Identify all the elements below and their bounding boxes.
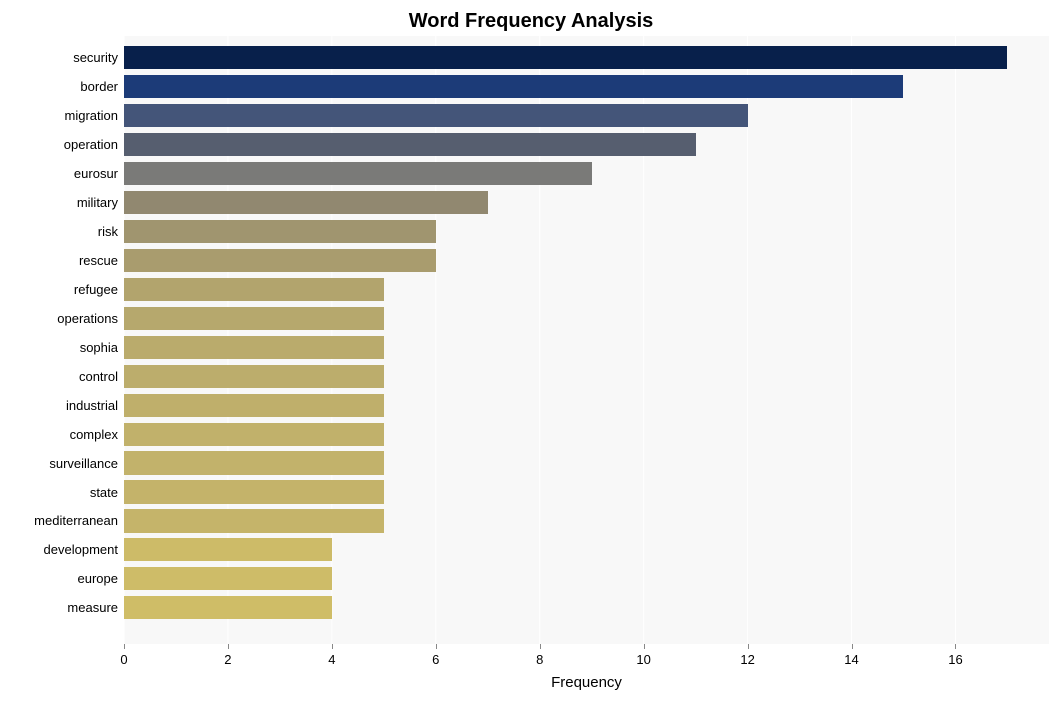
x-tick-mark bbox=[228, 644, 229, 649]
x-axis-title: Frequency bbox=[124, 674, 1049, 691]
y-tick-label: measure bbox=[67, 600, 118, 615]
x-tick-mark bbox=[124, 644, 125, 649]
y-tick-label: eurosur bbox=[74, 166, 118, 181]
y-tick-label: rescue bbox=[79, 253, 118, 268]
y-tick-label: border bbox=[80, 79, 118, 94]
y-tick-label: military bbox=[77, 195, 118, 210]
y-tick-label: mediterranean bbox=[34, 513, 118, 528]
bar bbox=[124, 249, 436, 272]
x-tick-mark bbox=[332, 644, 333, 649]
y-tick-label: migration bbox=[65, 108, 118, 123]
x-tick-mark bbox=[644, 644, 645, 649]
bar bbox=[124, 104, 748, 127]
x-tick-label: 16 bbox=[948, 652, 962, 667]
bar bbox=[124, 46, 1007, 69]
y-tick-label: risk bbox=[98, 224, 118, 239]
x-tick-label: 12 bbox=[740, 652, 754, 667]
bar bbox=[124, 509, 384, 532]
bar bbox=[124, 423, 384, 446]
bar bbox=[124, 567, 332, 590]
word-frequency-chart: Word Frequency Analysis security border mi… bbox=[0, 0, 1062, 701]
bar bbox=[124, 307, 384, 330]
bar bbox=[124, 336, 384, 359]
bar bbox=[124, 133, 696, 156]
x-tick-label: 4 bbox=[328, 652, 335, 667]
bar bbox=[124, 75, 903, 98]
bar bbox=[124, 278, 384, 301]
x-tick-mark bbox=[540, 644, 541, 649]
x-tick-mark bbox=[748, 644, 749, 649]
bar bbox=[124, 394, 384, 417]
x-tick-label: 10 bbox=[636, 652, 650, 667]
plot-area bbox=[124, 36, 1049, 644]
y-tick-label: operation bbox=[64, 137, 118, 152]
y-tick-label: complex bbox=[70, 427, 118, 442]
bar bbox=[124, 538, 332, 561]
chart-title: Word Frequency Analysis bbox=[0, 10, 1062, 33]
y-tick-label: surveillance bbox=[49, 456, 118, 471]
x-tick-label: 2 bbox=[224, 652, 231, 667]
bar bbox=[124, 480, 384, 503]
bar bbox=[124, 191, 488, 214]
bar bbox=[124, 451, 384, 474]
y-tick-label: development bbox=[44, 542, 118, 557]
x-tick-label: 0 bbox=[120, 652, 127, 667]
y-tick-label: sophia bbox=[80, 340, 118, 355]
x-tick-mark bbox=[436, 644, 437, 649]
y-tick-label: security bbox=[73, 50, 118, 65]
x-tick-label: 6 bbox=[432, 652, 439, 667]
y-tick-label: europe bbox=[78, 571, 118, 586]
x-tick-mark bbox=[955, 644, 956, 649]
y-tick-label: state bbox=[90, 485, 118, 500]
x-tick-label: 14 bbox=[844, 652, 858, 667]
y-tick-label: refugee bbox=[74, 282, 118, 297]
bar bbox=[124, 365, 384, 388]
y-tick-label: industrial bbox=[66, 398, 118, 413]
y-tick-label: control bbox=[79, 369, 118, 384]
x-tick-mark bbox=[852, 644, 853, 649]
bar bbox=[124, 596, 332, 619]
y-tick-label: operations bbox=[57, 311, 118, 326]
bar bbox=[124, 162, 592, 185]
bar bbox=[124, 220, 436, 243]
x-tick-label: 8 bbox=[536, 652, 543, 667]
